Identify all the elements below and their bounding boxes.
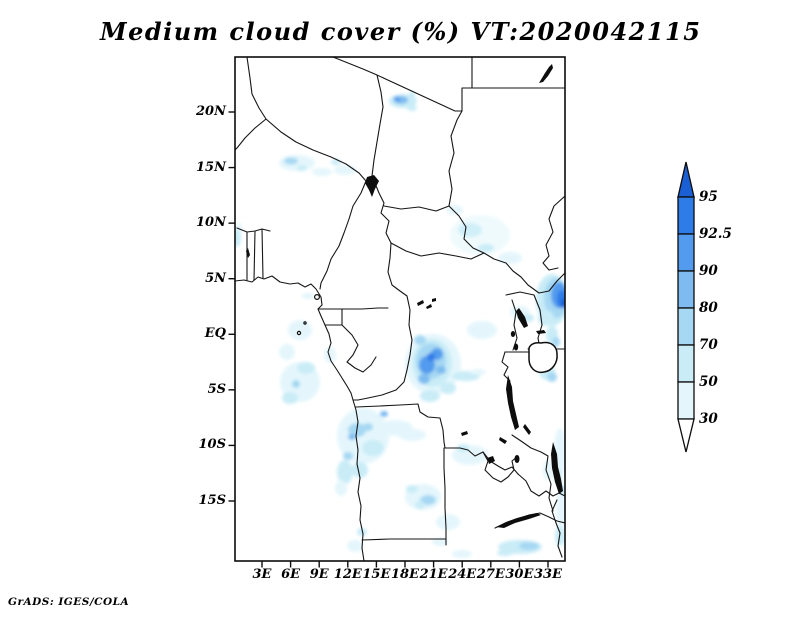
country-border xyxy=(505,349,565,511)
colorbar-tick-label: 92.5 xyxy=(699,225,732,243)
lake-kivu xyxy=(514,344,518,351)
lake-chad xyxy=(365,175,379,197)
cloud-blob xyxy=(292,380,300,388)
country-borders xyxy=(235,57,565,561)
cloud-blob xyxy=(418,374,430,384)
country-border xyxy=(237,228,270,280)
cloud-blob xyxy=(335,480,347,496)
cloud-blob xyxy=(282,392,298,404)
colorbar xyxy=(678,162,694,452)
lake-rukwa xyxy=(523,424,531,435)
cloud-blob xyxy=(284,158,298,165)
cloud-blob xyxy=(347,540,363,552)
colorbar-arrow-bottom xyxy=(678,419,694,452)
country-border xyxy=(543,196,565,270)
y-tick-label: 15N xyxy=(184,159,226,177)
axis-ticks xyxy=(229,112,549,568)
cloud-blob xyxy=(279,344,295,360)
y-tick-label: 15S xyxy=(184,492,226,510)
cloud-blob xyxy=(436,514,460,530)
colorbar-segment xyxy=(678,197,694,234)
colorbar-segment xyxy=(678,308,694,345)
y-tick-label: 10N xyxy=(184,214,226,232)
credit-text: GrADS: IGES/COLA xyxy=(8,596,129,608)
cloud-blob xyxy=(398,429,426,441)
colorbar-tick-label: 80 xyxy=(699,299,718,317)
cloud-blob xyxy=(406,485,418,493)
cloud-blob xyxy=(498,252,522,264)
x-tick-label: 33E xyxy=(527,566,569,584)
cloud-blob xyxy=(420,390,440,402)
colorbar-tick-label: 30 xyxy=(699,410,718,428)
map-canvas xyxy=(0,0,800,618)
lakes xyxy=(246,64,563,528)
cloud-blob xyxy=(407,105,417,111)
cloud-blob xyxy=(467,321,497,339)
y-tick-label: 5N xyxy=(184,270,226,288)
country-border xyxy=(449,111,565,293)
colorbar-tick-label: 70 xyxy=(699,336,718,354)
y-tick-label: 10S xyxy=(184,436,226,454)
cloud-blob xyxy=(324,347,336,363)
principe-island xyxy=(304,322,306,324)
colorbar-segment xyxy=(678,234,694,271)
colorbar-segment xyxy=(678,382,694,419)
cloud-blob xyxy=(279,155,315,171)
country-border xyxy=(502,352,510,381)
cloud-blob xyxy=(343,452,353,460)
cloud-shading xyxy=(233,91,568,558)
lake-victoria xyxy=(529,343,557,373)
y-tick-label: 20N xyxy=(184,103,226,121)
cloud-blob xyxy=(297,362,315,374)
country-border xyxy=(372,75,383,176)
y-tick-label: 5S xyxy=(184,381,226,399)
lake-kariba xyxy=(496,513,541,528)
colorbar-tick-label: 95 xyxy=(699,188,718,206)
cloud-blob xyxy=(380,411,388,417)
cloud-blob xyxy=(394,97,401,102)
y-tick-label: EQ xyxy=(184,325,226,343)
cloud-blob xyxy=(414,335,426,345)
country-border xyxy=(235,57,266,150)
colorbar-segment xyxy=(678,345,694,382)
lake-mweru xyxy=(515,455,520,463)
colorbar-tick-label: 90 xyxy=(699,262,718,280)
country-border xyxy=(320,181,366,289)
cloud-blob xyxy=(440,382,456,394)
country-border xyxy=(372,176,449,243)
cloud-blob xyxy=(561,298,567,308)
cloud-blob xyxy=(297,165,307,171)
colorbar-segment xyxy=(678,271,694,308)
cloud-blob xyxy=(458,223,482,237)
grads-plot-page: { "title": "Medium cloud cover (%) VT:20… xyxy=(0,0,800,618)
cloud-blob xyxy=(288,320,312,340)
cloud-blob xyxy=(436,366,446,374)
country-border xyxy=(353,243,412,400)
cloud-blob xyxy=(334,165,356,175)
cloud-blob xyxy=(470,369,486,375)
bioko-island xyxy=(315,295,320,300)
lake-tanganyika xyxy=(506,375,519,430)
lake-nasser xyxy=(539,64,553,83)
cloud-blob xyxy=(348,434,356,440)
cloud-blob xyxy=(452,550,472,558)
cloud-blob xyxy=(519,542,539,550)
colorbar-tick-label: 50 xyxy=(699,373,718,391)
cloud-blob xyxy=(302,293,314,299)
cloud-blob xyxy=(362,440,384,456)
lake-edward xyxy=(511,331,515,337)
sao-tome-island xyxy=(297,331,300,334)
colorbar-arrow-top xyxy=(678,162,694,197)
lake-kyoga xyxy=(536,330,546,334)
cloud-blob xyxy=(547,372,557,382)
cloud-blob xyxy=(312,168,332,176)
cloud-blob xyxy=(415,501,425,509)
cloud-blob xyxy=(363,423,373,431)
cloud-blob xyxy=(497,550,513,556)
cloud-blob xyxy=(427,353,435,361)
